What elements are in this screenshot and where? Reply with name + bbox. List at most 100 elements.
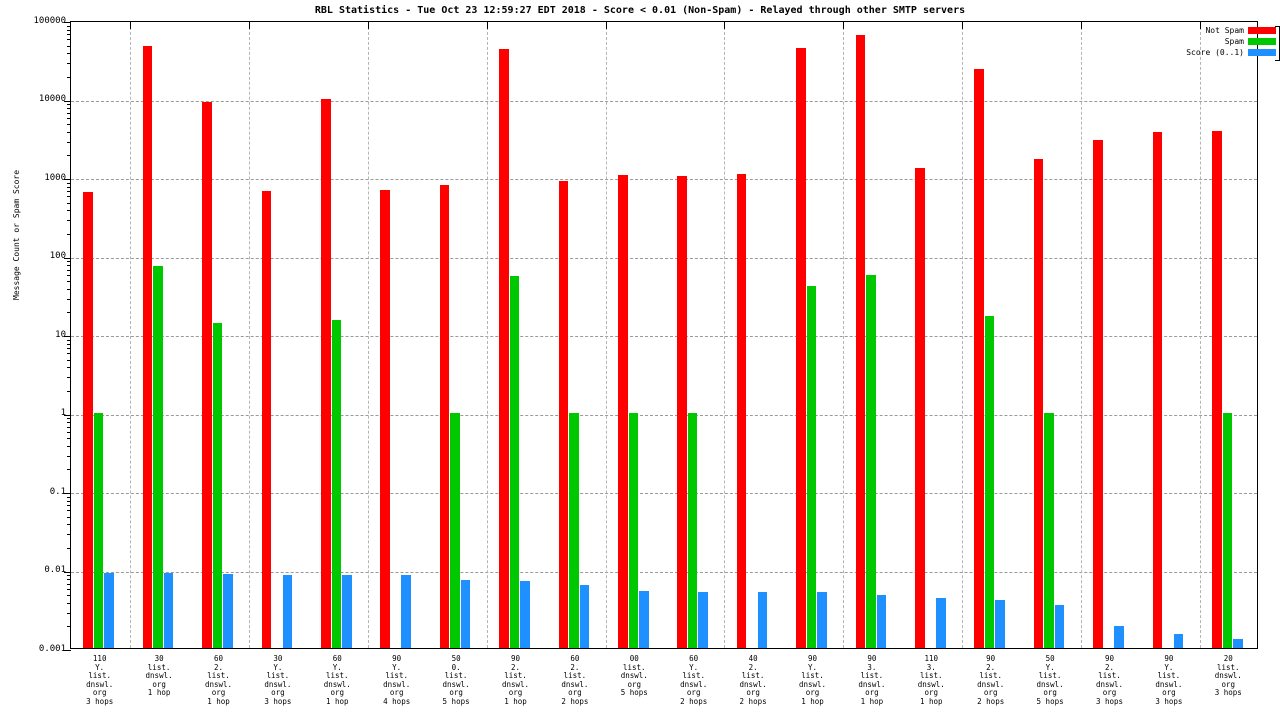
x-axis-label-line: Y. [1164, 662, 1174, 672]
x-axis-label-line: org [92, 688, 107, 698]
y-axis-minor-tick [67, 63, 71, 65]
x-axis-tick-label: 90 2. list. dnswl. org 3 hops [1080, 654, 1139, 707]
x-axis-label-line: org [627, 679, 642, 689]
bar-notspam [974, 68, 984, 648]
y-axis-minor-tick [67, 510, 71, 512]
y-axis-minor-tick [67, 422, 71, 424]
bar-spam [212, 322, 223, 648]
y-axis-minor-tick [67, 220, 71, 222]
legend-swatch-spam [1248, 38, 1276, 45]
gridline-vertical [962, 22, 963, 648]
x-axis-label-line: dnswl. [620, 671, 648, 681]
x-axis-label-line: 1 hop [801, 696, 824, 706]
bar-notspam [1033, 158, 1044, 648]
y-axis-tick [64, 179, 71, 180]
x-axis-label-line: dnswl. [383, 679, 411, 689]
page-title: RBL Statistics - Tue Oct 23 12:59:27 EDT… [314, 5, 966, 16]
x-axis-label-line: list. [860, 671, 884, 681]
bar-notspam [439, 184, 450, 648]
x-axis-label-line: list. [444, 671, 468, 681]
x-axis-label-line: dnswl. [977, 679, 1005, 689]
y-axis-minor-tick [67, 269, 71, 271]
x-axis-tick-label: 90 2. list. dnswl. org 2 hops [961, 654, 1020, 707]
x-axis-label-line: org [865, 688, 879, 698]
bar-spam [509, 275, 520, 648]
x-axis-tick-label: 90 2. list. dnswl. org 1 hop [486, 654, 545, 707]
y-axis-minor-tick [67, 496, 71, 498]
gridline-horizontal [71, 257, 1257, 259]
gridline-horizontal [71, 571, 1257, 573]
x-axis-tick-label: 40 2. list. dnswl. org 2 hops [723, 654, 782, 707]
x-axis-tick-label: 90 Y. list. dnswl. org 3 hops [1139, 654, 1198, 707]
y-axis-minor-tick [67, 547, 71, 549]
y-axis-minor-tick [67, 288, 71, 290]
x-axis-label-line: org [1102, 688, 1117, 698]
bar-score [698, 591, 708, 648]
x-axis-tick [130, 21, 132, 29]
bar-score [995, 599, 1005, 648]
x-axis-tick-label: 60 Y. list. dnswl. org 2 hops [664, 654, 723, 707]
y-axis-tick [64, 100, 71, 102]
y-axis-minor-tick [67, 500, 71, 502]
y-axis-minor-tick [67, 367, 71, 369]
y-axis-minor-tick [67, 575, 71, 577]
legend-label-not-spam: Not Spam [1205, 26, 1244, 35]
y-axis-minor-tick [67, 117, 71, 119]
gridline-horizontal [71, 493, 1257, 494]
x-axis-label-line: dnswl. [1155, 679, 1183, 689]
x-axis-label-line: list. [801, 671, 824, 681]
bar-notspam [855, 34, 866, 648]
x-axis-label-line: dnswl. [1036, 679, 1064, 689]
y-axis-minor-tick [67, 390, 71, 392]
bar-score [401, 574, 411, 648]
bar-spam [569, 412, 579, 648]
x-axis-label-line: 60 [689, 654, 699, 663]
bar-score [1233, 639, 1243, 648]
y-axis-tick-label: 100 [49, 251, 66, 261]
y-axis-minor-tick [67, 112, 71, 114]
legend-bracket [1275, 26, 1280, 61]
x-axis-label-line: org [924, 688, 939, 698]
legend-label-spam: Spam [1224, 37, 1244, 46]
y-axis-minor-tick [67, 191, 71, 193]
y-axis-tick-label: 0.1 [49, 486, 66, 497]
x-axis-label-line: org [271, 688, 285, 698]
bar-group [558, 22, 590, 648]
x-axis-tick [843, 21, 845, 29]
x-axis-label-line: 1 hop [504, 696, 527, 706]
y-axis-minor-tick [67, 343, 71, 345]
y-axis-minor-tick [67, 76, 71, 78]
x-axis-label-line: 90 [510, 654, 520, 663]
x-axis-label-line: 40 [748, 654, 758, 663]
x-axis-label-line: org [983, 688, 998, 698]
y-axis-minor-tick [67, 377, 71, 379]
x-axis-tick-label: 90 Y. list. dnswl. org 4 hops [367, 654, 426, 707]
x-axis-label-line: dnswl. [323, 679, 351, 689]
bar-group [855, 22, 887, 648]
x-axis-tick [249, 21, 251, 29]
x-axis-label-line: org [389, 688, 404, 698]
x-axis-tick [486, 21, 488, 29]
y-axis-tick-labels: 100000 10000 1000 100 10 1 0.1 0.01 0.001 [0, 16, 68, 653]
legend-item: Spam [1144, 37, 1276, 46]
y-axis-minor-tick [67, 431, 71, 433]
x-axis-label-line: 3. [867, 662, 877, 672]
bar-score [1054, 605, 1065, 648]
y-axis-minor-tick [67, 418, 71, 420]
y-axis-minor-tick [67, 595, 71, 597]
x-axis-label-line: 60 [570, 654, 580, 663]
y-axis-tick-label: 10000 [38, 94, 66, 104]
x-axis-label-line: Y. [95, 662, 105, 672]
bar-spam [450, 412, 460, 648]
bar-group [1033, 22, 1065, 648]
y-axis-minor-tick [67, 524, 71, 526]
bar-group [736, 22, 768, 648]
bar-group [915, 22, 946, 648]
y-axis-tick [64, 22, 71, 23]
x-axis-label-line: dnswl. [204, 679, 233, 689]
x-axis-tick [605, 21, 607, 29]
bar-notspam [1093, 139, 1103, 648]
gridline-vertical [130, 22, 132, 648]
x-axis-label-line: 2 hops [680, 696, 708, 706]
x-axis-tick [1080, 21, 1082, 29]
